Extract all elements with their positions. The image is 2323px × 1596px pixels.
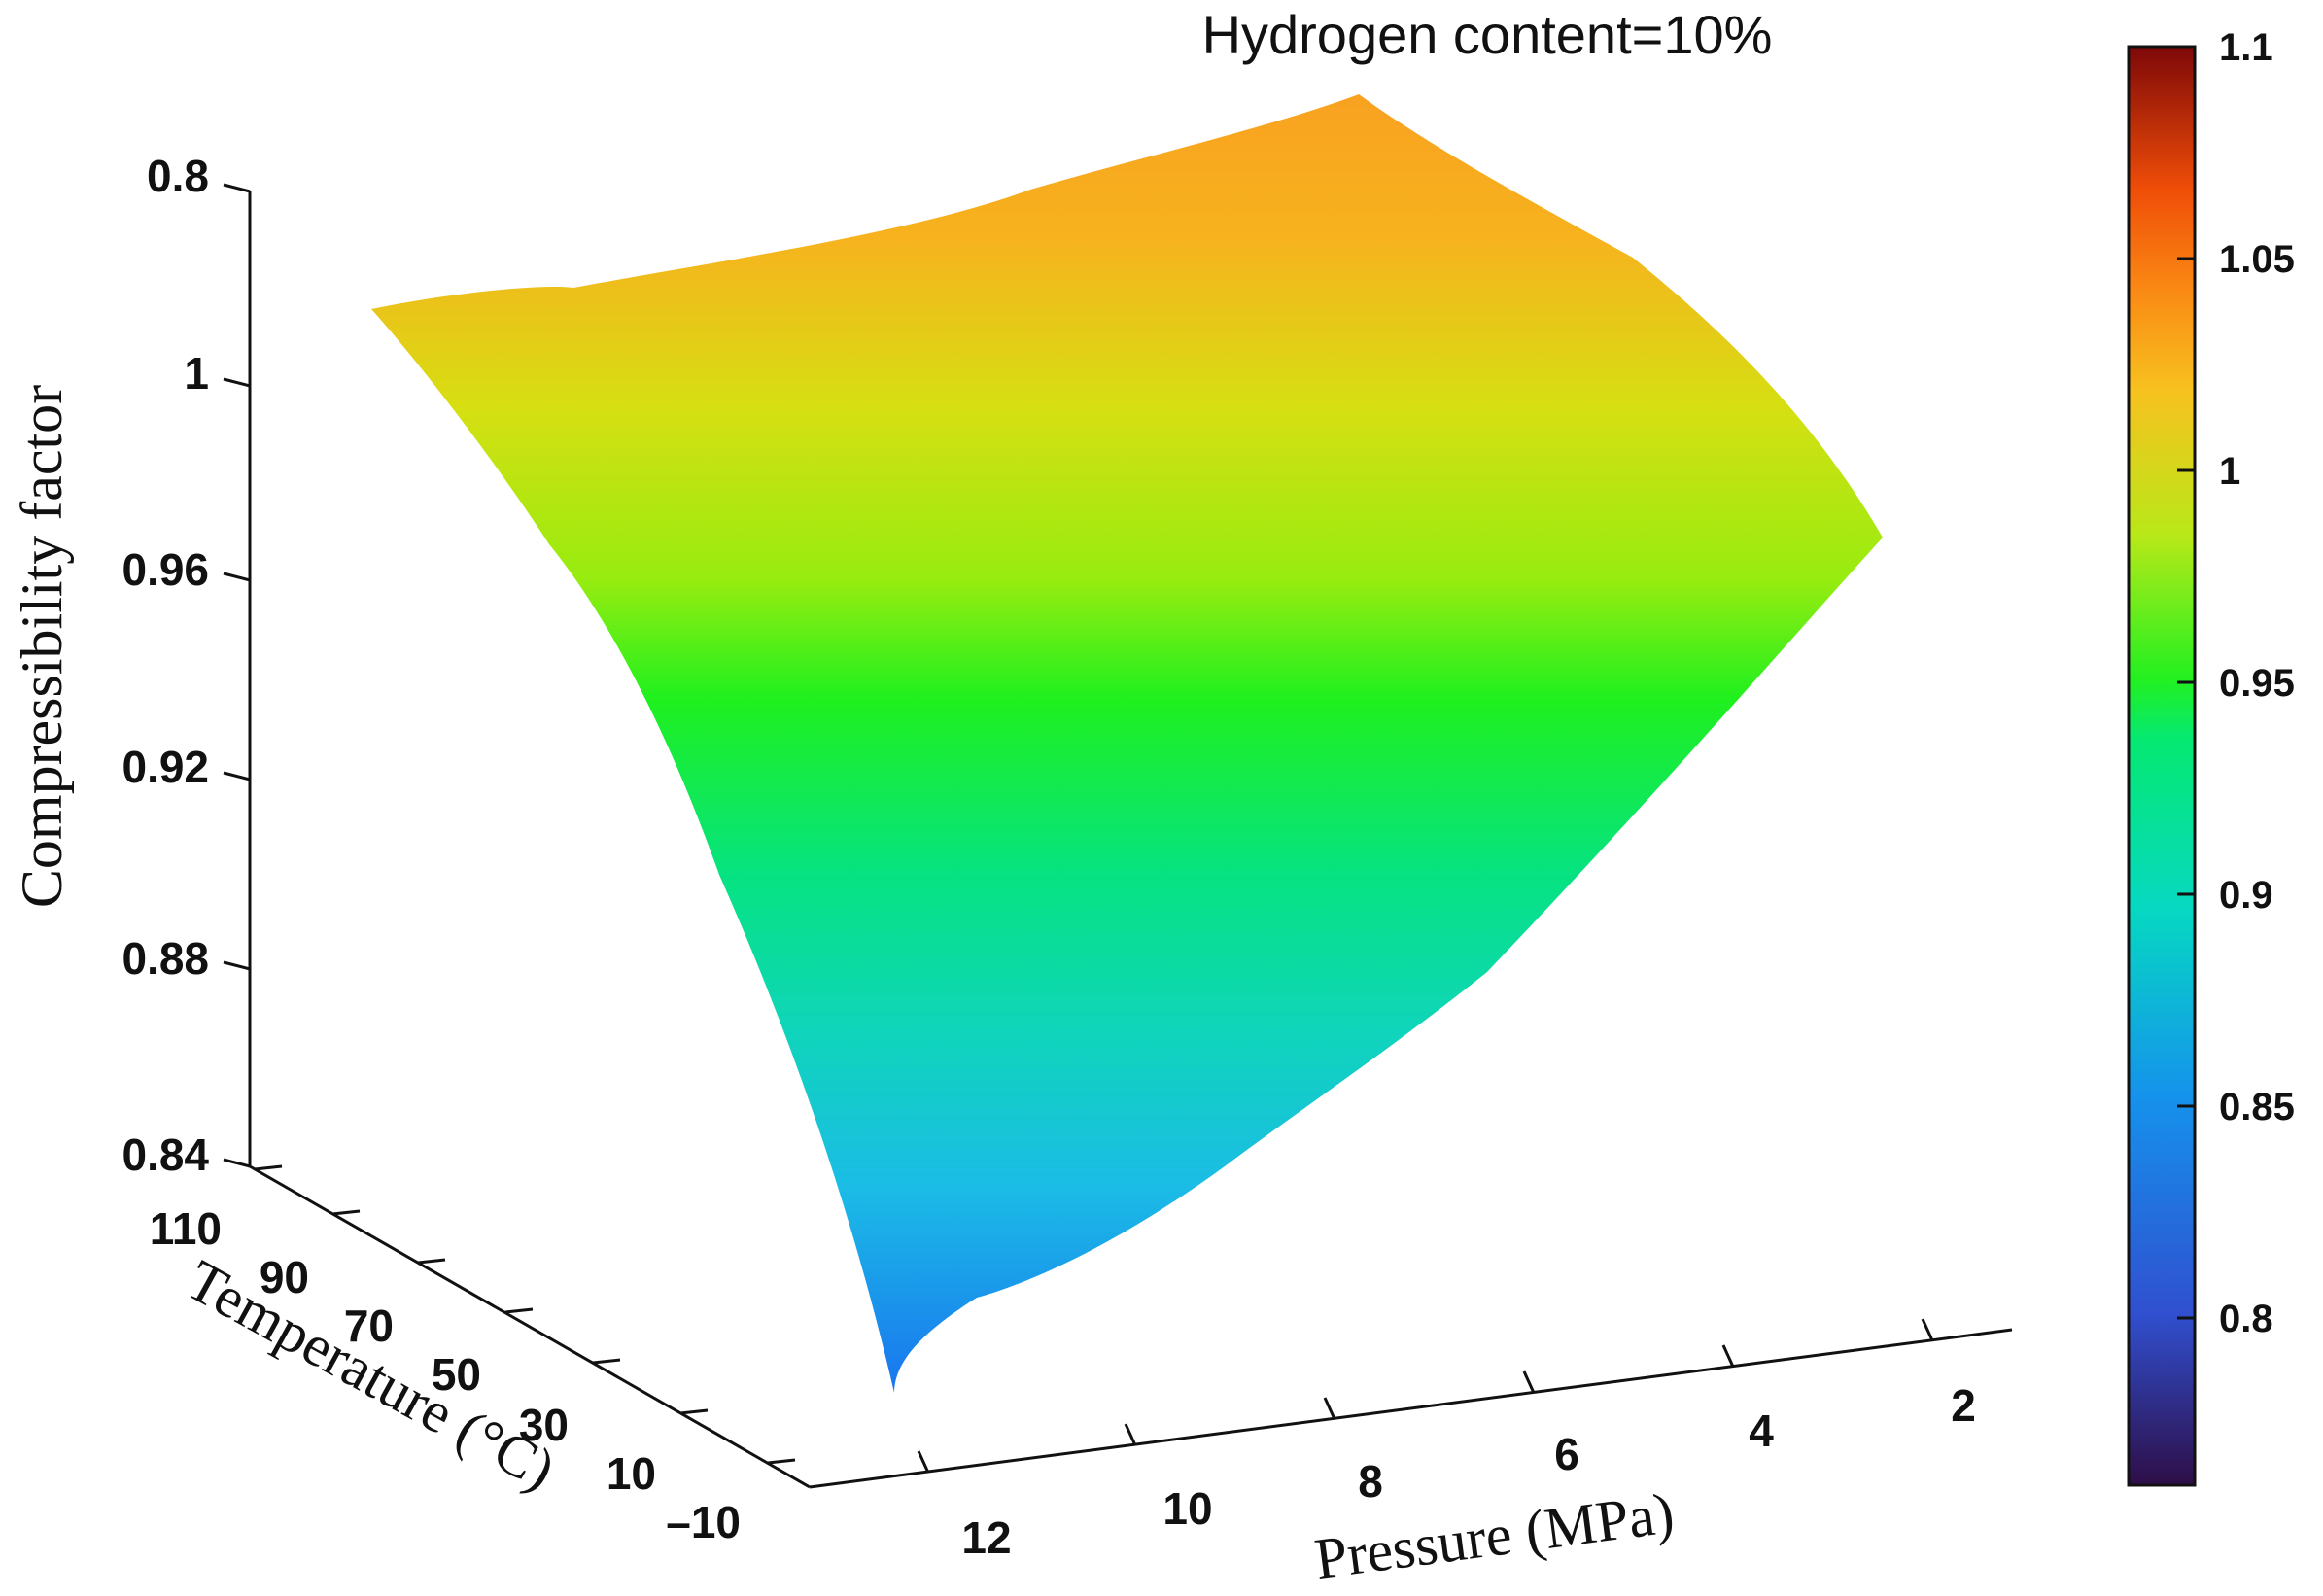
- temperature-tick-labels: 110 90 70 50 30 10 –10: [150, 1203, 741, 1547]
- temperature-tick-label: 30: [519, 1400, 569, 1450]
- surface: [371, 94, 1883, 1393]
- pressure-tick-label: 12: [961, 1512, 1011, 1563]
- pressure-tick-label: 8: [1358, 1456, 1383, 1507]
- colorbar-tick-label: 1.1: [2219, 26, 2273, 69]
- pressure-tick-label: 6: [1554, 1429, 1579, 1479]
- colorbar-tick-label: 1.05: [2219, 238, 2295, 281]
- chart-title: Hydrogen content=10%: [1202, 4, 1773, 65]
- temperature-tick-label: 10: [607, 1448, 656, 1499]
- colorbar-tick-label: 0.95: [2219, 662, 2295, 705]
- pressure-tick-label: 2: [1951, 1380, 1976, 1431]
- temperature-axis-label: Temperature (°C): [176, 1248, 565, 1503]
- pressure-axis-line: [809, 1328, 2013, 1489]
- colorbar: [2127, 45, 2197, 1487]
- z-tick-label: 0.84: [121, 1129, 209, 1180]
- z-tick-label: 0.8: [147, 151, 209, 201]
- temperature-tick-label: 90: [260, 1252, 309, 1302]
- temperature-axis-line: [249, 1164, 811, 1489]
- colorbar-tick-labels: 1.1 1.05 1 0.95 0.9 0.85 0.8: [2219, 26, 2295, 1340]
- z-tick-label: 1: [184, 348, 209, 399]
- temperature-tick-label: 50: [432, 1349, 481, 1400]
- temperature-tick-label: 110: [150, 1203, 222, 1254]
- temperature-tick-label: –10: [666, 1497, 741, 1547]
- axes: [248, 191, 2013, 1489]
- z-axis-label: Compressibility factor: [10, 385, 74, 908]
- pressure-tick-label: 10: [1162, 1483, 1212, 1534]
- z-tick-labels: 0.8 1 0.96 0.92 0.88 0.84: [121, 151, 209, 1180]
- z-tick-label: 0.96: [121, 544, 209, 595]
- colorbar-tick-label: 0.85: [2219, 1086, 2295, 1128]
- z-tick-marks: [223, 183, 251, 1168]
- colorbar-tick-label: 0.8: [2219, 1298, 2273, 1340]
- pressure-tick-labels: 12 10 8 6 4 2: [961, 1380, 1975, 1563]
- pressure-tick-marks: [917, 1318, 1934, 1474]
- temperature-tick-label: 70: [344, 1301, 394, 1351]
- z-tick-label: 0.88: [121, 933, 209, 984]
- colorbar-tick-marks: [2177, 45, 2195, 1320]
- colorbar-tick-label: 0.9: [2219, 874, 2273, 917]
- pressure-tick-label: 4: [1749, 1405, 1774, 1456]
- temperature-tick-marks: [254, 1164, 796, 1465]
- z-tick-label: 0.92: [121, 742, 209, 792]
- colorbar-tick-label: 1: [2219, 450, 2240, 493]
